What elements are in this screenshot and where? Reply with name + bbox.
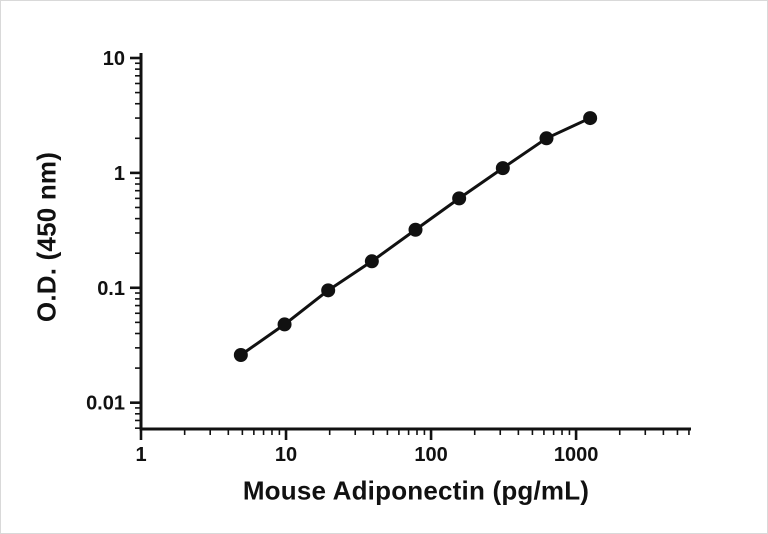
y-axis-label: O.D. (450 nm) [31, 151, 62, 323]
data-point [233, 347, 248, 362]
data-point [452, 191, 467, 206]
data-point [364, 254, 379, 269]
y-tick-label: 10 [103, 48, 125, 70]
y-tick-label: 0.01 [86, 393, 125, 415]
x-tick-label: 10 [275, 444, 297, 466]
data-point [408, 222, 423, 237]
x-tick-label: 1000 [554, 444, 599, 466]
data-point [495, 161, 510, 176]
data-point [539, 131, 554, 146]
y-tick-label: 0.1 [97, 278, 125, 300]
data-point [583, 111, 598, 126]
data-point [277, 317, 292, 332]
data-point [321, 283, 336, 298]
x-tick-label: 1 [135, 444, 146, 466]
x-axis-label: Mouse Adiponectin (pg/mL) [242, 475, 590, 506]
y-tick-label: 1 [114, 163, 125, 185]
x-tick-label: 100 [414, 444, 447, 466]
